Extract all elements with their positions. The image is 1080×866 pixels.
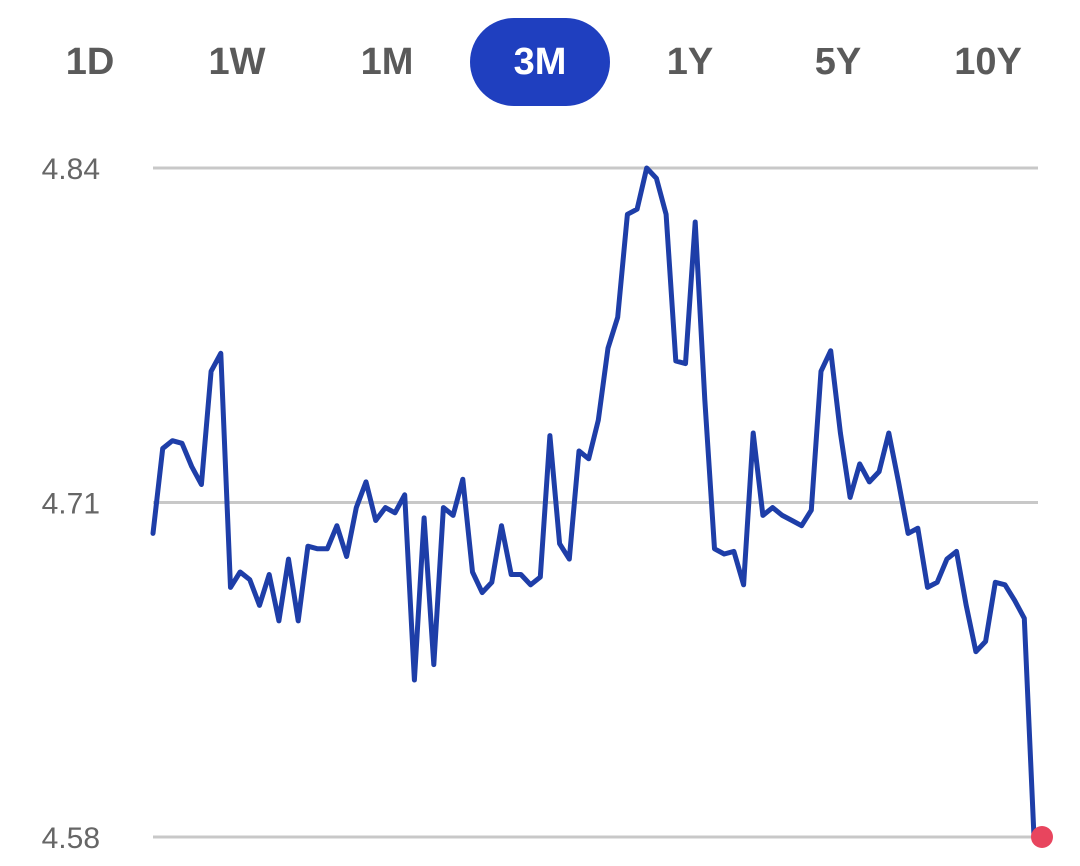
- range-tab-1d[interactable]: 1D: [65, 41, 115, 83]
- y-axis-tick-labels: 4.84 4.71 4.58: [42, 153, 100, 855]
- price-series-line: [150, 165, 1037, 840]
- range-tab-5y[interactable]: 5Y: [814, 41, 862, 83]
- price-line-chart: 4.84 4.71 4.58: [42, 153, 1053, 855]
- y-tick-label-2: 4.58: [42, 822, 100, 855]
- y-tick-label-0: 4.84: [42, 153, 100, 186]
- range-tab-1y[interactable]: 1Y: [666, 41, 714, 83]
- range-tab-3m[interactable]: 3M: [470, 18, 610, 106]
- time-range-selector: 1D 1W 1M 3M 1Y 5Y 10Y: [0, 0, 1080, 120]
- range-tab-10y[interactable]: 10Y: [954, 41, 1022, 83]
- latest-value-marker[interactable]: [1031, 826, 1053, 848]
- range-tab-1w[interactable]: 1W: [208, 41, 266, 83]
- range-tab-1m[interactable]: 1M: [360, 41, 414, 83]
- y-tick-label-1: 4.71: [42, 488, 100, 521]
- chart-gridlines: [153, 166, 1038, 839]
